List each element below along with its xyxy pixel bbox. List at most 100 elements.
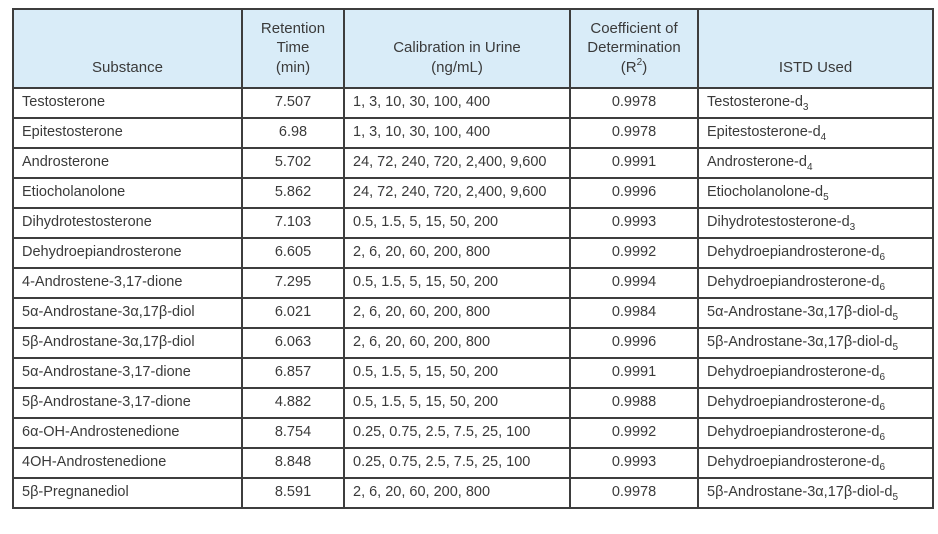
calibration-table: Substance Retention Time (min) Calibrati… — [12, 8, 934, 509]
istd-name: Dehydroepiandrosterone-d — [707, 364, 880, 381]
istd-cell: Dehydroepiandrosterone-d6 — [697, 357, 934, 389]
istd-name: Androsterone-d — [707, 154, 807, 171]
r2-cell: 0.9988 — [569, 387, 699, 419]
istd-cell: Dehydroepiandrosterone-d6 — [697, 417, 934, 449]
table-row: Etiocholanolone 5.862 24, 72, 240, 720, … — [12, 177, 934, 209]
istd-name: 5β-Androstane-3α,17β-diol-d — [707, 484, 893, 501]
istd-subscript: 5 — [823, 192, 829, 204]
retention-cell: 4.882 — [241, 387, 345, 419]
istd-name: Dihydrotestosterone-d — [707, 214, 850, 231]
calibration-cell: 2, 6, 20, 60, 200, 800 — [343, 297, 571, 329]
col-header-coefficient: Coefficient of Determination (R2) — [569, 8, 699, 89]
table-row: 5β-Pregnanediol 8.591 2, 6, 20, 60, 200,… — [12, 477, 934, 509]
col-header-retention-time: Retention Time (min) — [241, 8, 345, 89]
calibration-cell: 2, 6, 20, 60, 200, 800 — [343, 327, 571, 359]
table-row: 5β-Androstane-3,17-dione 4.882 0.5, 1.5,… — [12, 387, 934, 419]
retention-cell: 7.103 — [241, 207, 345, 239]
istd-name: 5β-Androstane-3α,17β-diol-d — [707, 334, 893, 351]
istd-name: Dehydroepiandrosterone-d — [707, 424, 880, 441]
substance-cell: Androsterone — [12, 147, 243, 179]
calibration-cell: 1, 3, 10, 30, 100, 400 — [343, 87, 571, 119]
col-header-calibration: Calibration in Urine (ng/mL) — [343, 8, 571, 89]
istd-subscript: 4 — [820, 132, 827, 144]
calibration-cell: 24, 72, 240, 720, 2,400, 9,600 — [343, 177, 571, 209]
table-row: 4OH-Androstenedione 8.848 0.25, 0.75, 2.… — [12, 447, 934, 479]
calibration-cell: 0.5, 1.5, 5, 15, 50, 200 — [343, 357, 571, 389]
retention-cell: 8.848 — [241, 447, 345, 479]
istd-subscript: 5 — [892, 342, 899, 354]
r2-close: ) — [642, 59, 648, 77]
istd-cell: Dehydroepiandrosterone-d6 — [697, 447, 934, 479]
retention-cell: 6.021 — [241, 297, 345, 329]
istd-name: Dehydroepiandrosterone-d — [707, 274, 880, 291]
calibration-cell: 0.5, 1.5, 5, 15, 50, 200 — [343, 207, 571, 239]
istd-name: Etiocholanolone-d — [707, 184, 824, 201]
page: Substance Retention Time (min) Calibrati… — [12, 8, 934, 509]
r2-cell: 0.9992 — [569, 237, 699, 269]
r2-open: (R — [620, 59, 637, 77]
substance-cell: Etiocholanolone — [12, 177, 243, 209]
r2-cell: 0.9984 — [569, 297, 699, 329]
retention-cell: 6.857 — [241, 357, 345, 389]
istd-name: Epitestosterone-d — [707, 124, 821, 141]
istd-name: Dehydroepiandrosterone-d — [707, 244, 880, 261]
istd-name: Dehydroepiandrosterone-d — [707, 394, 880, 411]
r2-cell: 0.9993 — [569, 207, 699, 239]
substance-cell: Dehydroepiandrosterone — [12, 237, 243, 269]
r2-cell: 0.9996 — [569, 177, 699, 209]
istd-cell: 5β-Androstane-3α,17β-diol-d5 — [697, 327, 934, 359]
istd-cell: Dehydroepiandrosterone-d6 — [697, 387, 934, 419]
substance-cell: Testosterone — [12, 87, 243, 119]
istd-subscript: 6 — [879, 432, 886, 444]
r2-cell: 0.9996 — [569, 327, 699, 359]
r2-superscript: 2 — [636, 57, 643, 69]
retention-cell: 6.605 — [241, 237, 345, 269]
calibration-cell: 0.5, 1.5, 5, 15, 50, 200 — [343, 387, 571, 419]
istd-cell: Etiocholanolone-d5 — [697, 177, 934, 209]
istd-cell: 5β-Androstane-3α,17β-diol-d5 — [697, 477, 934, 509]
r2-cell: 0.9993 — [569, 447, 699, 479]
col-header-substance: Substance — [12, 8, 243, 89]
substance-cell: Dihydrotestosterone — [12, 207, 243, 239]
substance-cell: 4OH-Androstenedione — [12, 447, 243, 479]
istd-subscript: 4 — [806, 162, 813, 174]
col-header-istd: ISTD Used — [697, 8, 934, 89]
retention-cell: 5.702 — [241, 147, 345, 179]
table-row: Androsterone 5.702 24, 72, 240, 720, 2,4… — [12, 147, 934, 179]
table-row: Epitestosterone 6.98 1, 3, 10, 30, 100, … — [12, 117, 934, 149]
calibration-cell: 2, 6, 20, 60, 200, 800 — [343, 237, 571, 269]
substance-cell: Epitestosterone — [12, 117, 243, 149]
istd-cell: Epitestosterone-d4 — [697, 117, 934, 149]
istd-subscript: 3 — [849, 222, 856, 234]
calibration-cell: 2, 6, 20, 60, 200, 800 — [343, 477, 571, 509]
istd-name: Testosterone-d — [707, 94, 803, 111]
istd-subscript: 6 — [879, 372, 886, 384]
substance-cell: 4-Androstene-3,17-dione — [12, 267, 243, 299]
table-row: 6α-OH-Androstenedione 8.754 0.25, 0.75, … — [12, 417, 934, 449]
retention-cell: 7.295 — [241, 267, 345, 299]
istd-name: Dehydroepiandrosterone-d — [707, 454, 880, 471]
retention-cell: 8.591 — [241, 477, 345, 509]
istd-cell: Dehydroepiandrosterone-d6 — [697, 267, 934, 299]
retention-cell: 7.507 — [241, 87, 345, 119]
retention-cell: 6.063 — [241, 327, 345, 359]
substance-cell: 5β-Pregnanediol — [12, 477, 243, 509]
calibration-cell: 24, 72, 240, 720, 2,400, 9,600 — [343, 147, 571, 179]
istd-subscript: 6 — [879, 462, 886, 474]
coefficient-header-lines: Coefficient of Determination — [587, 19, 681, 57]
istd-subscript: 6 — [879, 252, 886, 264]
istd-subscript: 6 — [879, 282, 886, 294]
r2-cell: 0.9978 — [569, 477, 699, 509]
header-row: Substance Retention Time (min) Calibrati… — [12, 8, 934, 89]
istd-name: 5α-Androstane-3α,17β-diol-d — [707, 304, 893, 321]
substance-cell: 5β-Androstane-3,17-dione — [12, 387, 243, 419]
substance-cell: 6α-OH-Androstenedione — [12, 417, 243, 449]
r2-cell: 0.9991 — [569, 147, 699, 179]
table-row: Dehydroepiandrosterone 6.605 2, 6, 20, 6… — [12, 237, 934, 269]
substance-cell: 5α-Androstane-3,17-dione — [12, 357, 243, 389]
istd-cell: Testosterone-d3 — [697, 87, 934, 119]
retention-cell: 5.862 — [241, 177, 345, 209]
istd-subscript: 6 — [879, 402, 886, 414]
istd-subscript: 3 — [802, 102, 809, 114]
istd-cell: Androsterone-d4 — [697, 147, 934, 179]
